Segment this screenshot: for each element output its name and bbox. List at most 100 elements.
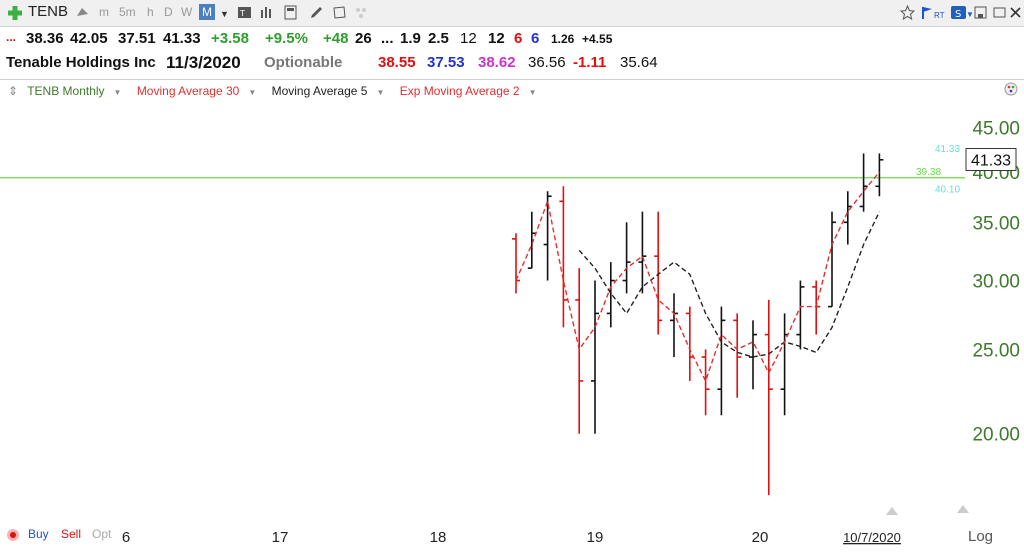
quote-low: 37.51 xyxy=(118,30,156,47)
note-icon[interactable] xyxy=(332,5,347,20)
last-price-box xyxy=(965,148,1017,172)
ohlc-bar xyxy=(591,280,599,434)
svg-text:T: T xyxy=(239,9,245,18)
quote-field-4: 1.9 xyxy=(400,30,421,47)
dots-icon[interactable] xyxy=(354,5,369,20)
legend-symbol[interactable]: TENB Monthly ▼ xyxy=(27,84,122,98)
legend-ema2[interactable]: Exp Moving Average 2 ▼ xyxy=(399,84,537,98)
ohlc-bar xyxy=(606,262,615,328)
axis-label-hline: 39.38 xyxy=(916,167,941,178)
opt-button[interactable]: Opt xyxy=(92,527,112,541)
quote-field-2: 26 xyxy=(355,30,372,47)
ohlc-bar xyxy=(654,211,663,335)
scroll-up-icon xyxy=(886,507,898,515)
quote-field-3: ... xyxy=(381,30,394,47)
ohlc-bar xyxy=(733,313,742,398)
ohlc-bar xyxy=(875,153,884,197)
pencil-icon[interactable] xyxy=(309,5,324,20)
draw-tool-icon[interactable] xyxy=(75,5,90,20)
ohlc-bar xyxy=(828,211,836,308)
legend-ema2-label: Exp Moving Average 2 xyxy=(399,84,520,98)
quote-ellipsis: ... xyxy=(6,30,17,44)
legend-ma5[interactable]: Moving Average 5 ▼ xyxy=(271,84,385,98)
header-divider xyxy=(0,79,1024,80)
company-row: Tenable Holdings Inc 11/3/2020 Optionabl… xyxy=(0,53,1024,77)
timeframe-dropdown-icon[interactable]: ▼ xyxy=(220,9,229,19)
timeframe-m-active[interactable]: M xyxy=(199,4,215,20)
bar-chart-icon[interactable] xyxy=(259,5,274,20)
timeframe-h[interactable]: h xyxy=(147,5,154,19)
optionable-label: Optionable xyxy=(264,54,343,71)
buy-button[interactable]: Buy xyxy=(28,527,49,541)
axis-label-a: 41.33 xyxy=(935,144,960,155)
sell-button[interactable]: Sell xyxy=(61,527,82,541)
y-tick-label: 35.00 xyxy=(972,213,1020,234)
ohlc-bar xyxy=(796,280,805,350)
svg-text:S: S xyxy=(955,9,961,20)
axis-scroll-icon xyxy=(957,505,969,513)
ma5-line xyxy=(578,211,881,358)
quote-field-8: 6 xyxy=(514,30,523,47)
quote-field-11: +4.55 xyxy=(582,32,613,46)
calculator-icon[interactable] xyxy=(283,5,298,20)
x-tick-label: 6 xyxy=(122,529,130,546)
ohlc-bar xyxy=(575,268,584,434)
timeframe-w[interactable]: W xyxy=(181,5,193,19)
timeframe-d[interactable]: D xyxy=(164,5,173,19)
legend-ma5-label: Moving Average 5 xyxy=(271,84,368,98)
flag-icon[interactable] xyxy=(920,5,935,20)
x-tick-label: 18 xyxy=(430,529,447,546)
add-symbol-icon[interactable] xyxy=(7,5,23,21)
quote-field-7: 12 xyxy=(488,30,505,47)
close-icon[interactable] xyxy=(1008,5,1023,20)
toolbar: TENB m 5m h D W M ▼ T RT S ▼ xyxy=(0,0,1024,27)
palette-icon[interactable] xyxy=(1004,82,1018,96)
ticker-label[interactable]: TENB xyxy=(28,3,69,20)
favorite-star-icon[interactable] xyxy=(900,5,915,20)
y-tick-label: 25.00 xyxy=(972,340,1020,361)
y-tick-label: 30.00 xyxy=(972,272,1020,293)
quote-field-6: 12 xyxy=(460,30,477,47)
quote-last: 41.33 xyxy=(163,30,201,47)
rt-icon[interactable]: RT xyxy=(934,11,945,20)
quote-field-9: 6 xyxy=(531,30,540,47)
ohlc-bar xyxy=(749,320,757,390)
legend-ma30[interactable]: Moving Average 30 ▼ xyxy=(136,84,257,98)
quote-high: 42.05 xyxy=(70,30,108,47)
s-dropdown-icon[interactable]: ▼ xyxy=(966,10,974,19)
quote-value-6: 35.64 xyxy=(620,54,658,71)
quote-field-10: 1.26 xyxy=(551,32,575,46)
quote-field-1: +48 xyxy=(323,30,349,47)
quote-value-5: -1.11 xyxy=(573,54,607,71)
y-tick-label: 45.00 xyxy=(972,118,1020,139)
quote-value-3: 38.62 xyxy=(478,54,516,71)
quote-field-5: 2.5 xyxy=(428,30,449,47)
axis-label-b: 40.10 xyxy=(935,184,960,195)
indicator-legend: ⇕ TENB Monthly ▼ Moving Average 30 ▼ Movin… xyxy=(8,84,548,98)
ohlc-bar xyxy=(638,211,647,294)
quote-open: 38.36 xyxy=(26,30,64,47)
ohlc-bar xyxy=(527,211,536,269)
ohlc-bar xyxy=(717,306,726,416)
text-tool-icon[interactable]: T xyxy=(237,5,252,20)
ohlc-bar xyxy=(859,153,868,212)
ohlc-bar xyxy=(780,313,789,416)
s-badge-icon[interactable]: S xyxy=(951,5,966,20)
timeframe-5m[interactable]: 5m xyxy=(119,5,136,19)
legend-updown-icon[interactable]: ⇕ xyxy=(8,84,19,98)
log-scale-toggle[interactable]: Log xyxy=(968,528,994,545)
x-tick-label: 17 xyxy=(272,529,289,546)
x-tick-label: 19 xyxy=(587,529,604,546)
save-icon[interactable] xyxy=(973,5,988,20)
price-chart[interactable]: 20.0025.0030.0035.0040.0045.0041.3341.33… xyxy=(0,80,1024,556)
order-icon[interactable] xyxy=(6,528,20,542)
legend-ma30-label: Moving Average 30 xyxy=(136,84,240,98)
timeframe-m[interactable]: m xyxy=(99,5,109,19)
ohlc-bar xyxy=(622,222,631,294)
quote-value-4: 36.56 xyxy=(528,54,566,71)
ema2-line xyxy=(515,171,880,383)
last-price-label: 41.33 xyxy=(971,153,1011,170)
ohlc-bar xyxy=(543,191,552,281)
ohlc-bar xyxy=(670,293,678,358)
window-icon[interactable] xyxy=(992,5,1007,20)
